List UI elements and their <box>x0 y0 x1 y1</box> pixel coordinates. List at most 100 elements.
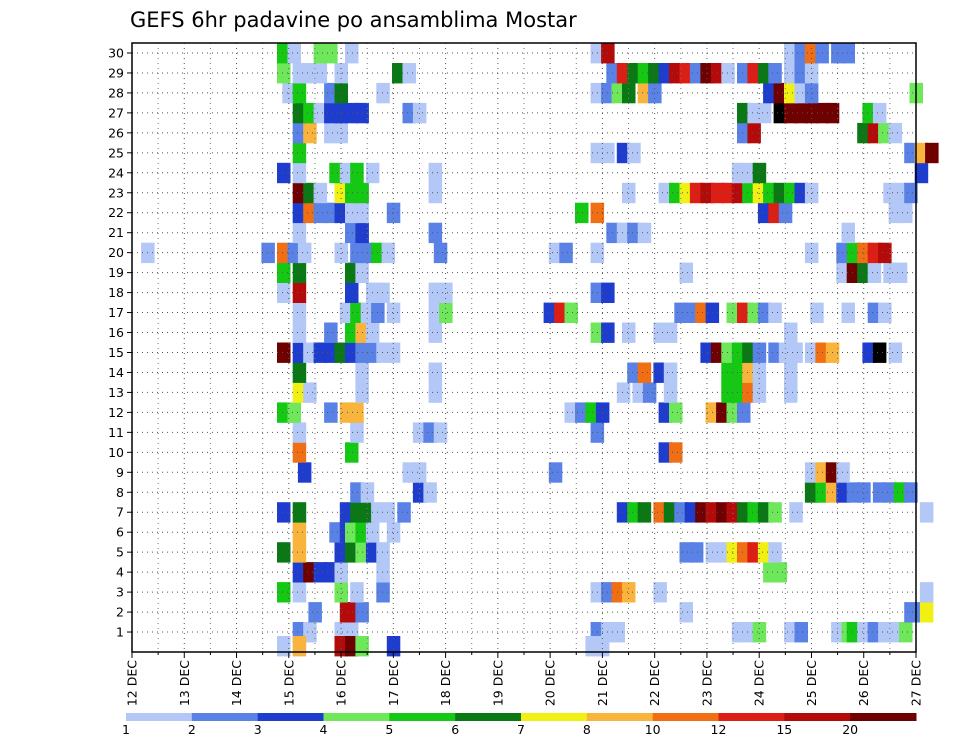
heatmap-cell <box>726 542 740 563</box>
heatmap-cell <box>292 322 307 343</box>
heatmap-cell <box>345 442 359 463</box>
heatmap-cell <box>784 63 798 84</box>
x-tick-label: 16 DEC <box>334 660 349 706</box>
heatmap-cell <box>689 542 704 563</box>
heatmap-cell <box>402 63 416 84</box>
heatmap-cell <box>339 162 354 184</box>
x-tick-label: 18 DEC <box>438 660 453 706</box>
x-tick-label: 13 DEC <box>177 660 192 706</box>
heatmap-cell <box>277 262 291 283</box>
y-axis: 1234567891011121314151617181920212223242… <box>108 45 132 640</box>
heatmap-cell <box>277 502 291 523</box>
heatmap-cell <box>674 502 688 523</box>
heatmap-cell <box>737 122 751 144</box>
heatmap-cell <box>669 63 683 84</box>
heatmap-cell <box>292 182 307 204</box>
heatmap-cell <box>292 202 307 224</box>
x-tick-label: 15 DEC <box>281 660 296 706</box>
y-tick-label: 8 <box>116 485 124 500</box>
heatmap-cell <box>721 182 735 204</box>
heatmap-cell <box>292 362 307 383</box>
heatmap-cell <box>564 302 578 323</box>
heatmap-cell <box>731 622 746 643</box>
heatmap-cell <box>548 462 563 483</box>
heatmap-cell <box>345 602 359 623</box>
heatmap-cell <box>893 262 908 283</box>
y-tick-label: 2 <box>116 605 124 620</box>
heatmap-cell <box>292 162 307 184</box>
heatmap-cell <box>616 63 631 84</box>
heatmap-cell <box>611 582 625 603</box>
heatmap-cell <box>888 622 903 643</box>
heatmap-cell <box>345 43 359 64</box>
heatmap-cell <box>386 522 401 543</box>
heatmap-cell <box>292 342 307 363</box>
heatmap-cell <box>345 342 359 363</box>
colorbar-label: 3 <box>254 722 262 737</box>
heatmap-cell <box>350 162 364 184</box>
y-tick-label: 6 <box>116 525 124 540</box>
heatmap-cell <box>757 542 772 563</box>
heatmap-cell <box>684 302 699 323</box>
heatmap-cell <box>836 242 850 264</box>
y-tick-label: 7 <box>116 505 124 520</box>
heatmap-cell <box>313 43 328 64</box>
heatmap-cell <box>292 262 307 283</box>
x-tick-label: 27 DEC <box>909 660 924 706</box>
y-tick-label: 30 <box>108 45 124 60</box>
heatmap-cell <box>397 502 411 523</box>
y-tick-label: 11 <box>108 425 124 440</box>
heatmap-cell <box>768 302 782 323</box>
colorbar-swatch <box>455 713 522 721</box>
heatmap-cell <box>313 182 328 204</box>
heatmap-cell <box>616 382 631 403</box>
heatmap-cell <box>731 182 746 204</box>
heatmap-cell <box>663 382 678 403</box>
heatmap-cell <box>543 302 558 323</box>
heatmap-cell <box>554 302 568 323</box>
heatmap-cell <box>857 242 871 264</box>
heatmap-cell <box>789 342 803 363</box>
heatmap-cell <box>292 302 307 323</box>
heatmap-cell <box>784 82 798 104</box>
heatmap-cell <box>731 382 746 403</box>
heatmap-cell <box>904 182 918 204</box>
heatmap-cell <box>606 63 620 84</box>
heatmap-cell <box>804 342 819 363</box>
heatmap-cell <box>277 242 291 264</box>
heatmap-cells <box>141 43 939 657</box>
heatmap-cell <box>622 322 636 343</box>
heatmap-cell <box>768 542 782 563</box>
heatmap-cell <box>324 342 338 363</box>
heatmap-cell <box>742 342 756 363</box>
heatmap-cell <box>804 242 819 264</box>
heatmap-cell <box>428 362 443 383</box>
heatmap-cell <box>292 142 307 164</box>
heatmap-cell <box>292 582 307 603</box>
heatmap-cell <box>757 63 772 84</box>
heatmap-cell <box>412 482 427 503</box>
heatmap-cell <box>679 262 693 283</box>
heatmap-cell <box>684 502 699 523</box>
heatmap-cell <box>742 182 756 204</box>
heatmap-cell <box>345 182 359 204</box>
y-tick-label: 21 <box>108 225 124 240</box>
heatmap-cell <box>742 162 756 184</box>
heatmap-cell <box>334 242 348 264</box>
colorbar-swatch <box>586 713 654 721</box>
heatmap-cell <box>334 342 348 363</box>
heatmap-cell <box>313 562 328 583</box>
colorbar-swatch <box>850 713 917 721</box>
heatmap-cell <box>433 242 448 264</box>
heatmap-cell <box>376 82 390 104</box>
heatmap-cell <box>883 482 897 503</box>
heatmap-cell <box>784 43 798 64</box>
heatmap-cell <box>726 402 740 423</box>
heatmap-cell <box>878 622 892 643</box>
heatmap-cell <box>339 402 354 423</box>
heatmap-cell <box>721 362 735 383</box>
heatmap-cell <box>324 122 338 144</box>
heatmap-cell <box>277 402 291 423</box>
heatmap-cell <box>679 602 693 623</box>
heatmap-cell <box>721 63 735 84</box>
